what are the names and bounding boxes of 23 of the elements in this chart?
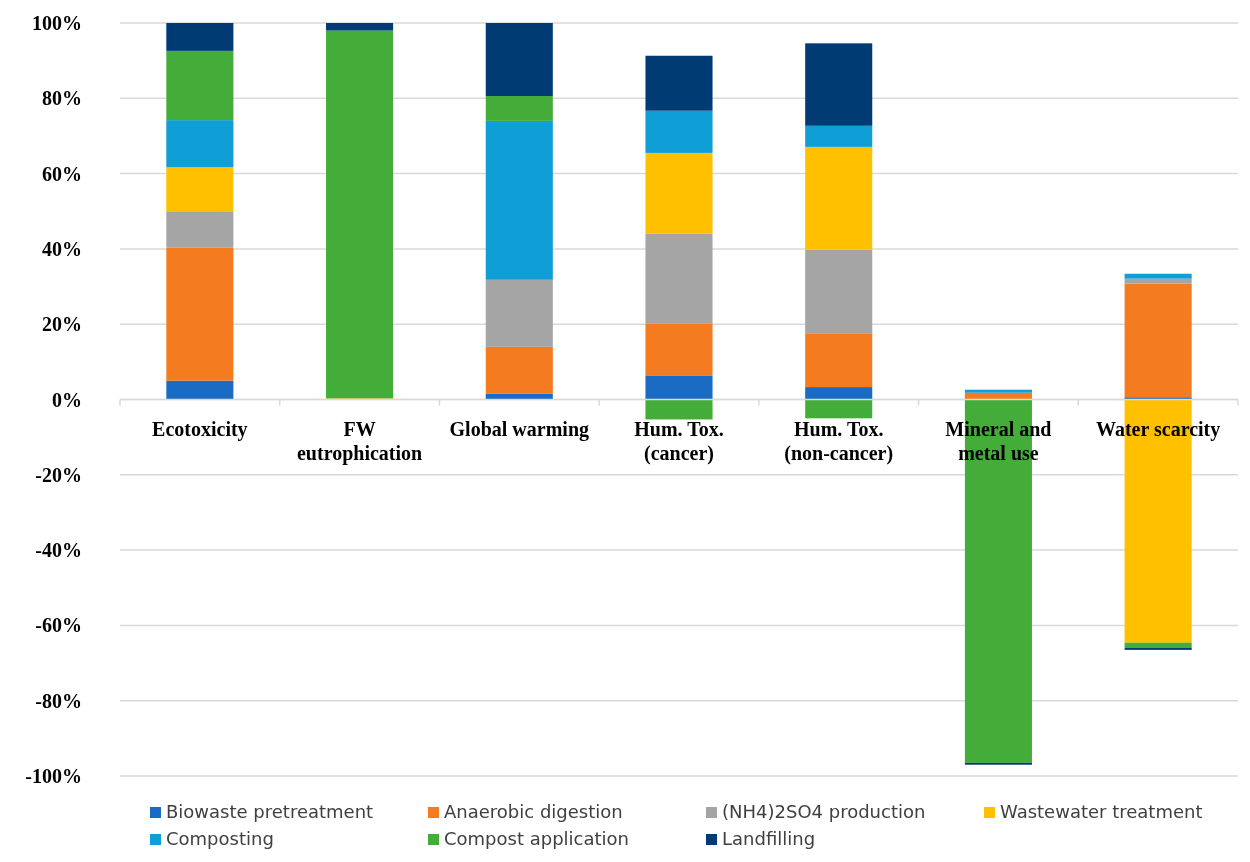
- y-tick-label: -20%: [35, 463, 82, 486]
- legend-label: Wastewater treatment: [1000, 801, 1203, 823]
- x-tick-label: FW eutrophication: [296, 417, 423, 465]
- y-tick-label: -80%: [35, 689, 82, 712]
- y-tick-label: 0%: [52, 388, 82, 411]
- x-tick-label: Ecotoxicity: [152, 417, 248, 441]
- y-tick-label: 80%: [42, 87, 82, 110]
- legend-label: Biowaste pretreatment: [166, 801, 374, 823]
- legend-label: Landfilling: [722, 828, 816, 850]
- x-tick-label: Hum. Tox. (non-cancer): [784, 417, 894, 465]
- y-tick-label: 100%: [32, 12, 82, 34]
- legend-label: Anaerobic digestion: [444, 801, 623, 823]
- x-tick-label: Global warming: [449, 417, 590, 441]
- y-tick-label: 60%: [42, 162, 82, 185]
- legend-label: Composting: [166, 828, 274, 850]
- x-tick-label: Hum. Tox. (cancer): [634, 417, 724, 465]
- legend-label: Compost application: [444, 828, 630, 850]
- y-tick-label: 20%: [42, 313, 82, 336]
- y-tick-label: -60%: [35, 614, 82, 637]
- y-tick-label: 40%: [42, 237, 82, 260]
- y-tick-label: -40%: [35, 539, 82, 562]
- y-tick-label: -100%: [25, 765, 82, 787]
- legend-label: (NH4)2SO4 production: [722, 801, 926, 823]
